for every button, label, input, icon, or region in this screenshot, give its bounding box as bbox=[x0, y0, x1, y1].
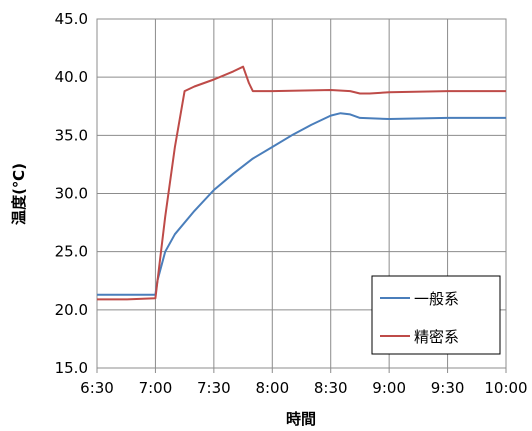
x-tick-label: 10:00 bbox=[484, 379, 527, 397]
x-tick-label: 9:30 bbox=[431, 379, 465, 397]
y-tick-label: 40.0 bbox=[55, 68, 88, 86]
series-line-precision bbox=[97, 65, 506, 301]
series-lines bbox=[97, 65, 506, 301]
legend-box bbox=[371, 275, 501, 355]
y-axis-ticks: 15.0 20.0 25.0 30.0 35.0 40.0 45.0 bbox=[55, 10, 88, 377]
x-axis-ticks: 6:30 7:00 7:30 8:00 8:30 9:00 9:30 10:00 bbox=[80, 368, 528, 397]
legend: 一般系 精密系 bbox=[371, 275, 501, 355]
y-tick-label: 25.0 bbox=[55, 243, 88, 261]
legend-label-general: 一般系 bbox=[414, 290, 459, 308]
y-axis-title: 温度(℃) bbox=[10, 163, 28, 225]
y-tick-label: 45.0 bbox=[55, 10, 88, 28]
y-tick-label: 30.0 bbox=[55, 185, 88, 203]
y-tick-label: 20.0 bbox=[55, 301, 88, 319]
x-tick-label: 6:30 bbox=[80, 379, 114, 397]
x-tick-label: 8:00 bbox=[255, 379, 289, 397]
x-axis-title: 時間 bbox=[286, 410, 316, 428]
x-tick-label: 7:30 bbox=[197, 379, 231, 397]
x-tick-label: 9:00 bbox=[372, 379, 406, 397]
y-tick-label: 15.0 bbox=[55, 359, 88, 377]
x-tick-label: 8:30 bbox=[314, 379, 348, 397]
y-tick-label: 35.0 bbox=[55, 126, 88, 144]
x-tick-label: 7:00 bbox=[139, 379, 173, 397]
legend-label-precision: 精密系 bbox=[414, 328, 459, 346]
